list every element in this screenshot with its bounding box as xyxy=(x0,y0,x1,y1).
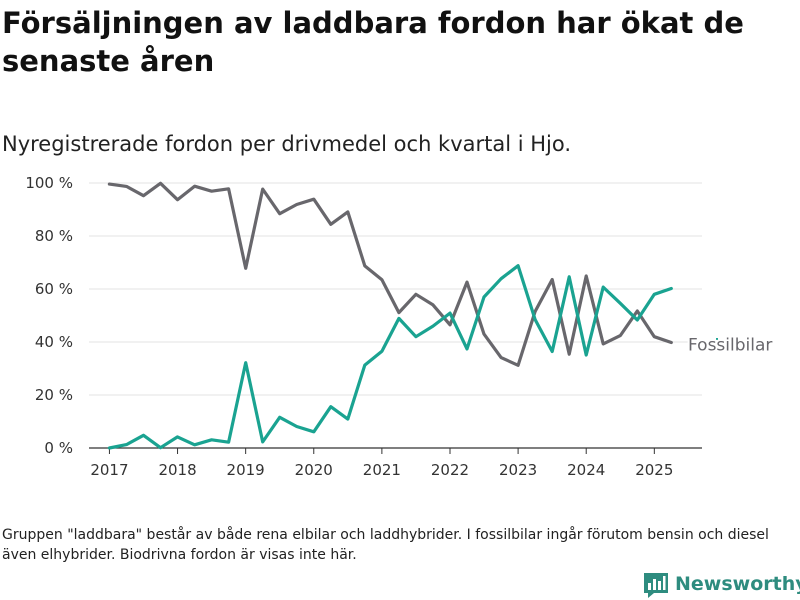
series-lines xyxy=(107,181,673,450)
brand-name: Newsworthy xyxy=(675,573,800,595)
x-tick-label: 2025 xyxy=(635,461,673,479)
y-tick-label: 60 % xyxy=(35,280,73,298)
y-tick-label: 100 % xyxy=(25,174,73,192)
x-tick-label: 2017 xyxy=(90,461,128,479)
x-axis: 2017 2018 2019 2020 2021 2022 2023 2024 2025 xyxy=(89,447,702,479)
x-tick-label: 2022 xyxy=(431,461,469,479)
y-tick-label: 0 % xyxy=(44,439,73,457)
x-tick-label: 2020 xyxy=(295,461,333,479)
footnote: Gruppen "laddbara" består av både rena e… xyxy=(2,527,769,563)
series-labels: Fossilbilar xyxy=(686,334,774,358)
series-line-laddbara xyxy=(107,264,673,450)
chart-title: Försäljningen av laddbara fordon har öka… xyxy=(2,6,744,78)
x-tick-label: 2024 xyxy=(567,461,605,479)
y-tick-label: 20 % xyxy=(35,386,73,404)
y-tick-label: 80 % xyxy=(35,227,73,245)
x-tick-label: 2021 xyxy=(363,461,401,479)
y-axis-ticks: 0 % 20 % 40 % 60 % 80 % 100 % xyxy=(25,174,73,457)
x-tick-label: 2018 xyxy=(158,461,196,479)
series-label-fossilbilar: Fossilbilar xyxy=(688,336,772,356)
x-tick-label: 2023 xyxy=(499,461,537,479)
grid-lines xyxy=(89,182,702,396)
y-tick-label: 40 % xyxy=(35,333,73,351)
line-chart: 0 % 20 % 40 % 60 % 80 % 100 % 2017 2018 2019 202… xyxy=(25,174,774,479)
chart-subtitle: Nyregistrerade fordon per drivmedel och … xyxy=(2,132,572,156)
bar-chart-icon xyxy=(644,573,668,598)
newsworthy-logo[interactable]: Newsworthy xyxy=(644,568,800,600)
x-tick-label: 2019 xyxy=(227,461,265,479)
